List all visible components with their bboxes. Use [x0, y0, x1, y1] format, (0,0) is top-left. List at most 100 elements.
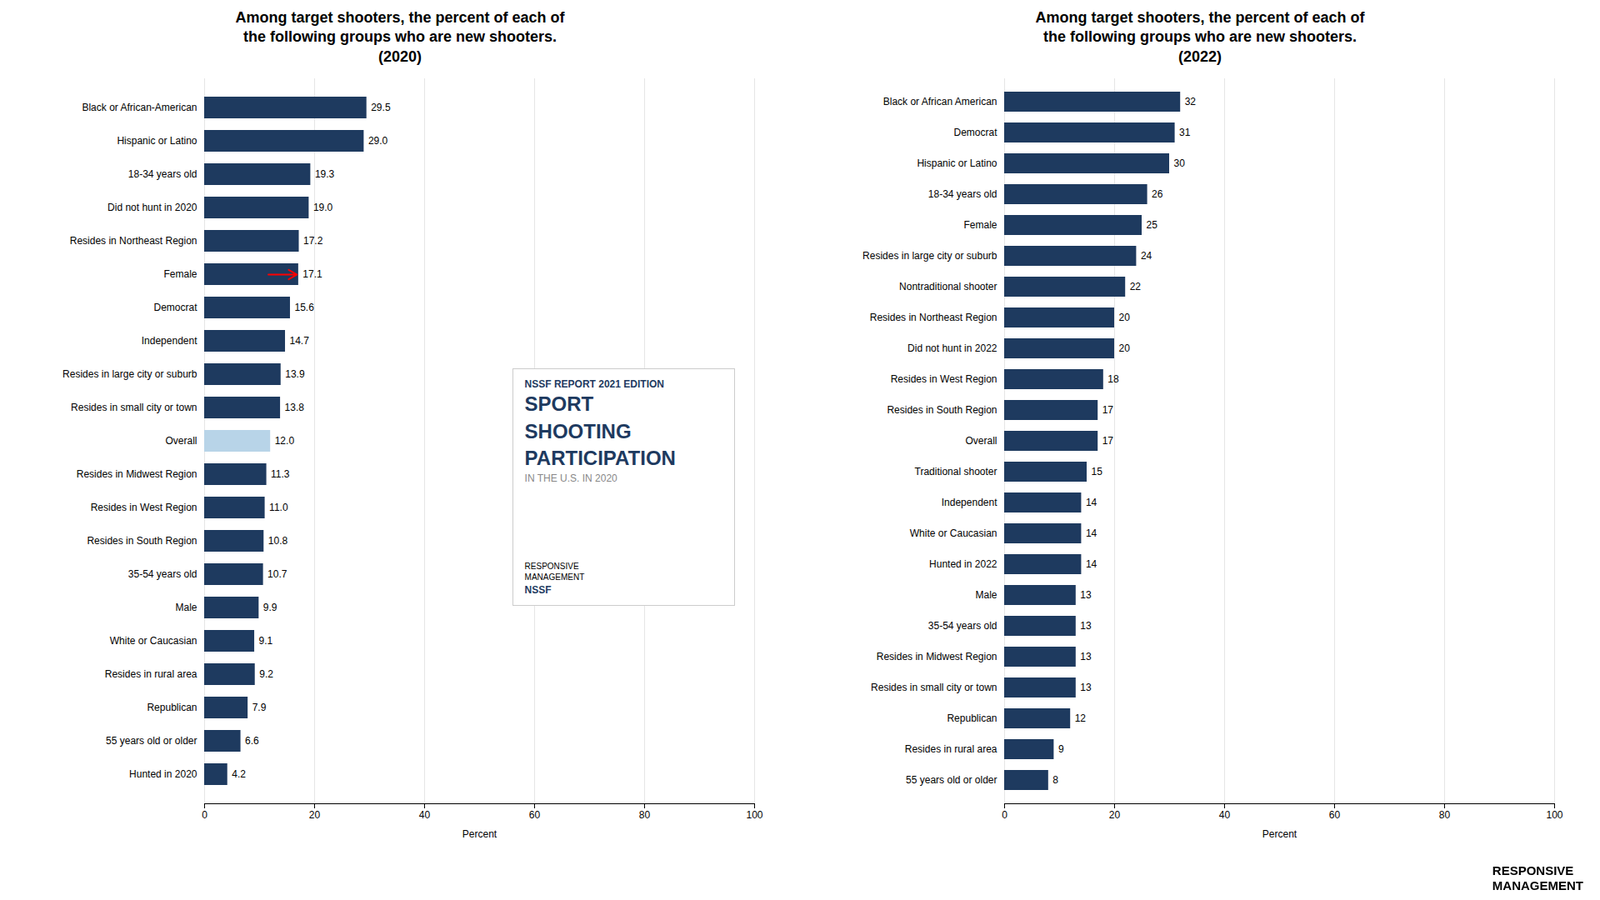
svg-text:15.6: 15.6: [294, 302, 315, 315]
svg-text:Republican: Republican: [146, 702, 197, 715]
svg-text:Resides in Midwest Region: Resides in Midwest Region: [76, 469, 198, 481]
svg-text:24: 24: [1140, 250, 1153, 263]
svg-text:15: 15: [1091, 466, 1104, 479]
svg-text:11.3: 11.3: [270, 469, 290, 481]
svg-text:Independent: Independent: [941, 497, 998, 510]
svg-text:14: 14: [1085, 497, 1098, 510]
svg-text:Resides in West Region: Resides in West Region: [890, 374, 998, 386]
svg-text:Overall: Overall: [165, 435, 197, 448]
svg-text:Hispanic or Latino: Hispanic or Latino: [116, 135, 197, 148]
svg-text:13: 13: [1080, 620, 1092, 633]
svg-text:Female: Female: [963, 220, 997, 232]
svg-text:12.0: 12.0: [275, 435, 295, 448]
svg-text:29.0: 29.0: [368, 135, 389, 148]
svg-text:9.9: 9.9: [263, 602, 278, 615]
svg-text:9.2: 9.2: [259, 669, 274, 681]
svg-text:Did not hunt in 2022: Did not hunt in 2022: [907, 343, 998, 355]
svg-text:13.8: 13.8: [285, 402, 305, 415]
svg-text:17: 17: [1102, 405, 1115, 417]
svg-text:Resides in small city or town: Resides in small city or town: [870, 682, 997, 695]
svg-text:40: 40: [419, 809, 431, 821]
svg-text:20: 20: [309, 809, 321, 821]
svg-text:18: 18: [1107, 374, 1120, 386]
svg-text:35-54 years old: 35-54 years old: [928, 620, 998, 633]
svg-text:Male: Male: [175, 602, 197, 615]
svg-text:20: 20: [1109, 809, 1121, 821]
svg-text:Black or African American: Black or African American: [883, 96, 998, 109]
svg-text:17: 17: [1102, 435, 1115, 448]
svg-text:18-34 years old: 18-34 years old: [928, 189, 998, 201]
svg-text:18-34 years old: 18-34 years old: [128, 169, 198, 181]
svg-text:0: 0: [1001, 809, 1008, 821]
svg-text:Resides in large city or subur: Resides in large city or suburb: [862, 250, 998, 263]
svg-text:Nontraditional shooter: Nontraditional shooter: [899, 281, 997, 294]
svg-text:22: 22: [1130, 281, 1142, 294]
svg-text:Female: Female: [163, 269, 197, 281]
svg-text:Hunted in 2020: Hunted in 2020: [129, 769, 198, 781]
svg-text:14.7: 14.7: [290, 335, 310, 348]
svg-text:11.0: 11.0: [269, 502, 289, 515]
svg-text:31: 31: [1179, 127, 1191, 140]
svg-text:60: 60: [529, 809, 541, 821]
svg-text:Democrat: Democrat: [153, 302, 198, 315]
svg-text:10.8: 10.8: [268, 535, 289, 548]
svg-text:Overall: Overall: [965, 435, 997, 448]
svg-text:35-54 years old: 35-54 years old: [128, 569, 198, 581]
svg-text:Hunted in 2022: Hunted in 2022: [929, 559, 998, 571]
svg-text:4.2: 4.2: [231, 769, 246, 781]
svg-text:Resides in large city or subur: Resides in large city or suburb: [62, 369, 198, 381]
svg-text:Resides in West Region: Resides in West Region: [90, 502, 198, 515]
svg-text:9.1: 9.1: [259, 635, 274, 648]
svg-text:9: 9: [1058, 744, 1065, 756]
svg-text:20: 20: [1119, 343, 1131, 355]
svg-text:Percent: Percent: [1262, 828, 1298, 840]
svg-text:Black or African-American: Black or African-American: [81, 102, 197, 115]
svg-text:6.6: 6.6: [245, 735, 260, 748]
svg-text:80: 80: [639, 809, 651, 821]
svg-text:Resides in rural area: Resides in rural area: [105, 669, 198, 681]
svg-text:13: 13: [1080, 590, 1092, 602]
svg-text:55 years old or older: 55 years old or older: [105, 735, 197, 748]
svg-text:100: 100: [1545, 809, 1563, 821]
svg-text:Traditional shooter: Traditional shooter: [915, 466, 998, 479]
svg-text:Male: Male: [975, 590, 997, 602]
svg-text:100: 100: [745, 809, 763, 821]
svg-text:Resides in Midwest Region: Resides in Midwest Region: [876, 651, 998, 664]
svg-text:Percent: Percent: [462, 828, 498, 840]
svg-text:30: 30: [1174, 158, 1186, 170]
svg-text:Resides in South Region: Resides in South Region: [86, 535, 197, 548]
svg-text:60: 60: [1329, 809, 1341, 821]
svg-text:17.1: 17.1: [302, 269, 323, 281]
svg-text:19.0: 19.0: [313, 202, 334, 215]
svg-text:13.9: 13.9: [285, 369, 305, 381]
svg-text:19.3: 19.3: [315, 169, 335, 181]
svg-text:White or Caucasian: White or Caucasian: [110, 635, 198, 648]
svg-text:8: 8: [1052, 775, 1059, 787]
svg-text:10.7: 10.7: [267, 569, 288, 581]
svg-text:Resides in Northeast Region: Resides in Northeast Region: [70, 235, 198, 248]
svg-text:Independent: Independent: [141, 335, 198, 348]
svg-text:Resides in rural area: Resides in rural area: [905, 744, 998, 756]
svg-text:Did not hunt in 2020: Did not hunt in 2020: [107, 202, 198, 215]
svg-text:80: 80: [1439, 809, 1451, 821]
svg-text:32: 32: [1185, 96, 1197, 109]
svg-text:13: 13: [1080, 651, 1092, 664]
svg-text:17.2: 17.2: [303, 235, 324, 248]
svg-text:Resides in Northeast Region: Resides in Northeast Region: [870, 312, 998, 325]
svg-text:White or Caucasian: White or Caucasian: [910, 528, 998, 540]
svg-text:12: 12: [1075, 713, 1087, 725]
svg-text:Republican: Republican: [946, 713, 997, 725]
svg-text:Resides in small city or town: Resides in small city or town: [70, 402, 197, 415]
svg-text:13: 13: [1080, 682, 1092, 695]
svg-text:55 years old or older: 55 years old or older: [905, 775, 997, 787]
svg-text:40: 40: [1219, 809, 1231, 821]
svg-text:14: 14: [1085, 528, 1098, 540]
svg-text:Democrat: Democrat: [953, 127, 998, 140]
svg-text:Resides in South Region: Resides in South Region: [886, 405, 997, 417]
svg-text:0: 0: [201, 809, 208, 821]
svg-text:20: 20: [1119, 312, 1131, 325]
svg-text:7.9: 7.9: [252, 702, 267, 715]
svg-text:25: 25: [1146, 220, 1159, 232]
svg-text:Hispanic or Latino: Hispanic or Latino: [916, 158, 997, 170]
svg-text:29.5: 29.5: [370, 102, 391, 115]
